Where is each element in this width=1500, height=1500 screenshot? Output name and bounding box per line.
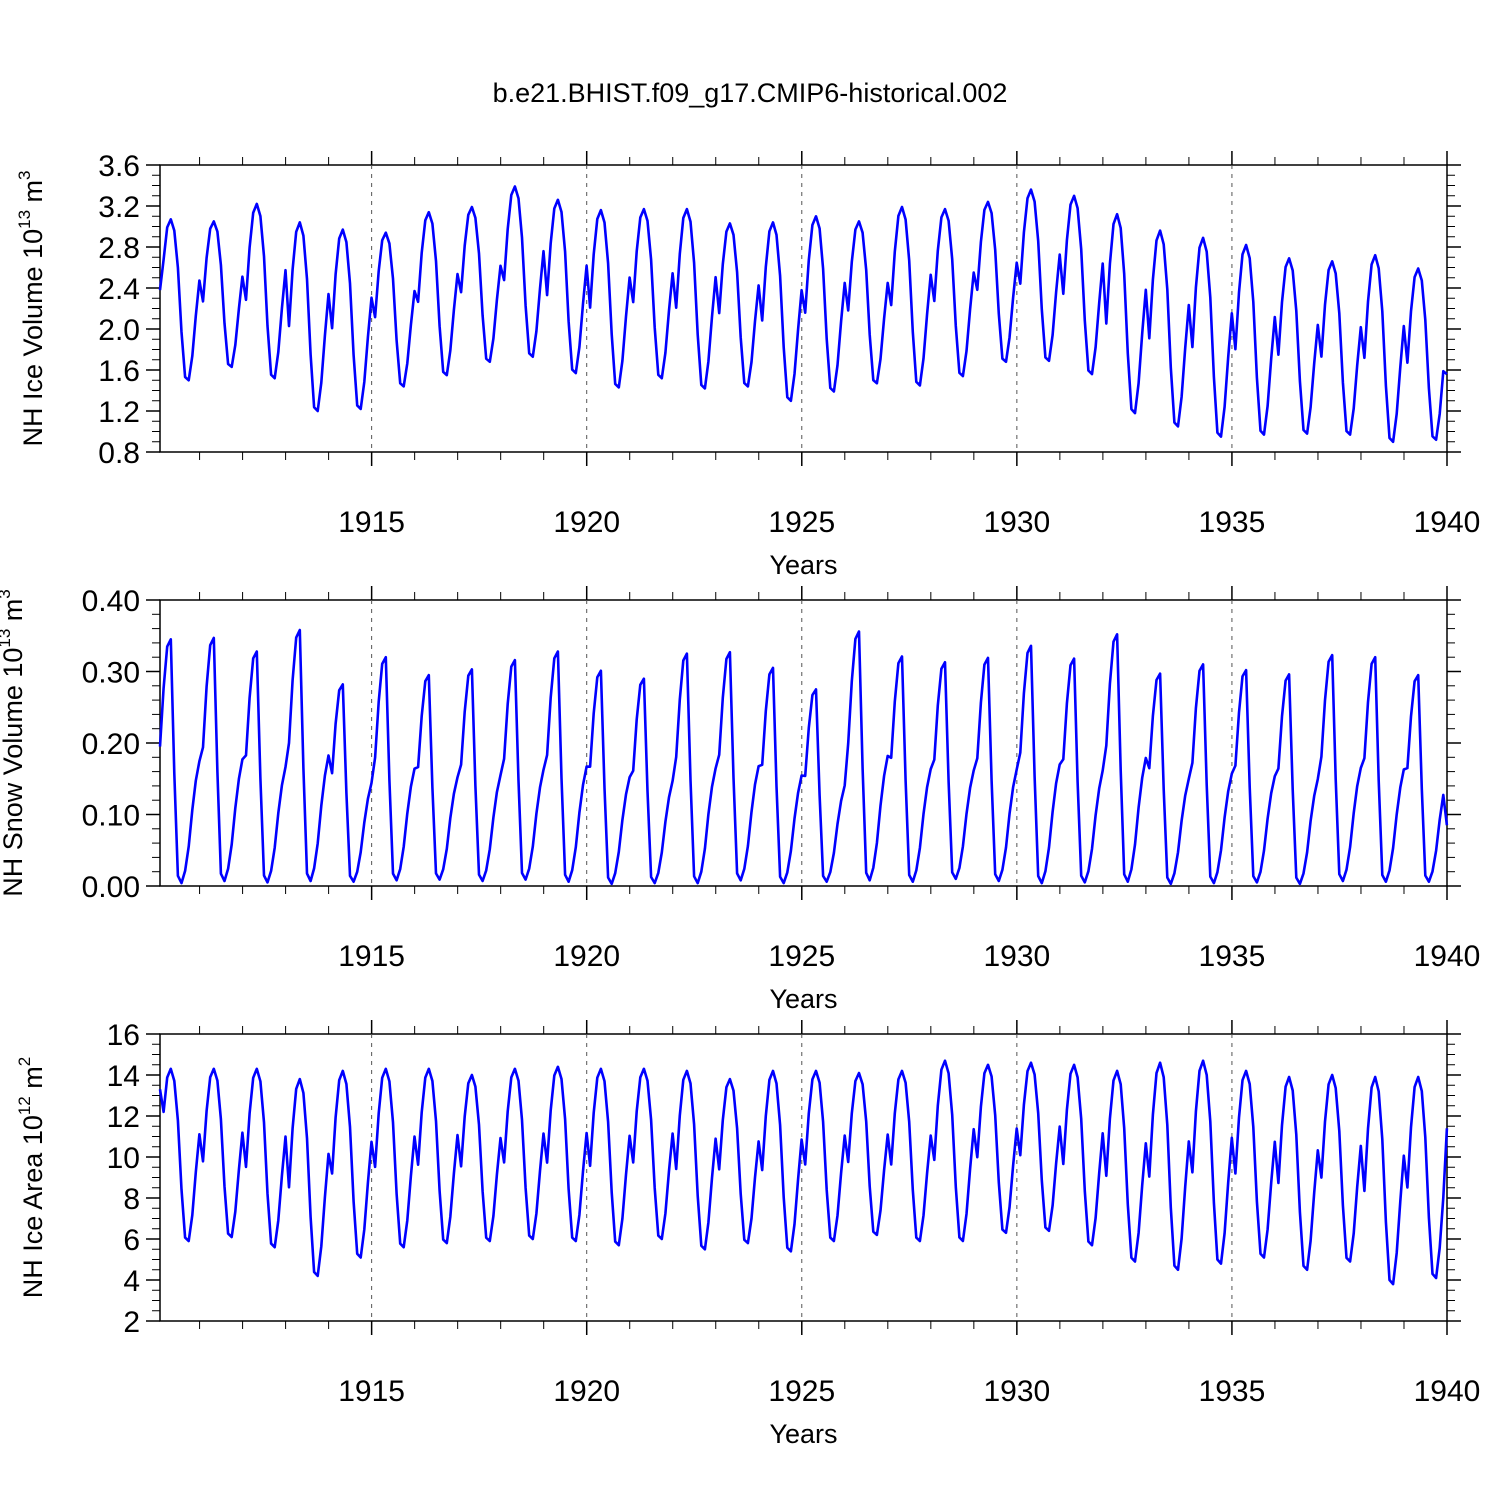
x-tick-label: 1920 — [553, 506, 620, 539]
panels: 1915 1920 1925 1930 1935 1940 0.8 1.2 1.6 2.0 2.4 2… — [0, 150, 1480, 1449]
y-axis-title: NH Ice Area 1012 m2 — [15, 1057, 48, 1298]
x-axis-title: Years — [769, 984, 837, 1014]
x-tick-label: 1935 — [1199, 1375, 1266, 1408]
y-tick-label: 10 — [107, 1142, 140, 1175]
x-tick-label: 1920 — [553, 940, 620, 973]
x-tick-label: 1915 — [338, 940, 405, 973]
y-tick-label: 16 — [107, 1019, 140, 1052]
x-tick-label: 1935 — [1199, 940, 1266, 973]
x-tick-label: 1925 — [768, 506, 835, 539]
y-tick-label: 6 — [123, 1224, 140, 1257]
y-axis-title-exponent: 12 — [15, 1096, 34, 1115]
y-tick-label: 1.6 — [98, 355, 140, 388]
x-tick-label: 1920 — [553, 1375, 620, 1408]
x-tick-label: 1940 — [1414, 506, 1481, 539]
y-axis-title-unit: m — [18, 180, 48, 210]
chart-panel-ice-area: 1915 1920 1925 1930 1935 1940 2 4 6 8 10 12 14 16 Year… — [15, 1019, 1480, 1449]
y-tick-label: 14 — [107, 1060, 140, 1093]
x-tick-label: 1930 — [983, 1375, 1050, 1408]
y-tick-label: 12 — [107, 1101, 140, 1134]
chart-panel-snow-volume: 1915 1920 1925 1930 1935 1940 0.00 0.10 0.20 0.30… — [0, 585, 1480, 1014]
chart-panel-ice-volume: 1915 1920 1925 1930 1935 1940 0.8 1.2 1.6 2.0 2.4 2… — [15, 150, 1480, 580]
x-tick-label: 1925 — [768, 940, 835, 973]
series-line-snow-volume — [158, 628, 1449, 886]
x-axis-title: Years — [769, 550, 837, 580]
x-tick-label: 1940 — [1414, 940, 1481, 973]
x-tick-label: 1940 — [1414, 1375, 1481, 1408]
y-tick-label: 3.2 — [98, 191, 140, 224]
y-axis-title-unit: m — [0, 599, 28, 629]
y-axis-title-unit-exponent: 2 — [15, 1057, 34, 1066]
y-tick-label: 3.6 — [98, 150, 140, 183]
x-axis-title: Years — [769, 1419, 837, 1449]
series-line-ice-volume — [158, 185, 1448, 444]
plot-frame — [159, 599, 1448, 887]
x-tick-label: 1930 — [983, 506, 1050, 539]
y-tick-label: 0.30 — [82, 657, 140, 690]
y-tick-label: 0.40 — [82, 585, 140, 618]
y-tick-label: 2.4 — [98, 273, 140, 306]
y-axis-title: NH Ice Volume 1013 m3 — [15, 171, 48, 447]
y-tick-label: 0.10 — [82, 800, 140, 833]
y-tick-label: 8 — [123, 1183, 140, 1216]
y-axis-title-unit: m — [18, 1066, 48, 1096]
y-axis-title-main: NH Ice Volume 10 — [18, 229, 48, 447]
x-tick-label: 1915 — [338, 1375, 405, 1408]
y-tick-label: 0.8 — [98, 437, 140, 470]
y-tick-label: 2.0 — [98, 314, 140, 347]
y-axis-title: NH Snow Volume 1013 m3 — [0, 589, 28, 897]
y-tick-label: 2 — [123, 1306, 140, 1339]
y-tick-label: 2.8 — [98, 232, 140, 265]
x-tick-label: 1935 — [1199, 506, 1266, 539]
y-tick-label: 0.00 — [82, 871, 140, 904]
x-tick-label: 1930 — [983, 940, 1050, 973]
y-axis-title-exponent: 13 — [0, 629, 14, 648]
y-tick-label: 4 — [123, 1265, 140, 1298]
y-axis-title-unit-exponent: 3 — [0, 589, 14, 598]
y-tick-label: 0.20 — [82, 728, 140, 761]
x-tick-label: 1925 — [768, 1375, 835, 1408]
figure-title: b.e21.BHIST.f09_g17.CMIP6-historical.002 — [493, 78, 1008, 108]
y-axis-title-main: NH Snow Volume 10 — [0, 648, 28, 897]
x-tick-label: 1915 — [338, 506, 405, 539]
series-line-ice-area — [158, 1059, 1449, 1286]
y-axis-title-exponent: 13 — [15, 210, 34, 229]
y-axis-title-main: NH Ice Area 10 — [18, 1115, 48, 1298]
y-tick-label: 1.2 — [98, 396, 140, 429]
y-axis-title-unit-exponent: 3 — [15, 171, 34, 180]
